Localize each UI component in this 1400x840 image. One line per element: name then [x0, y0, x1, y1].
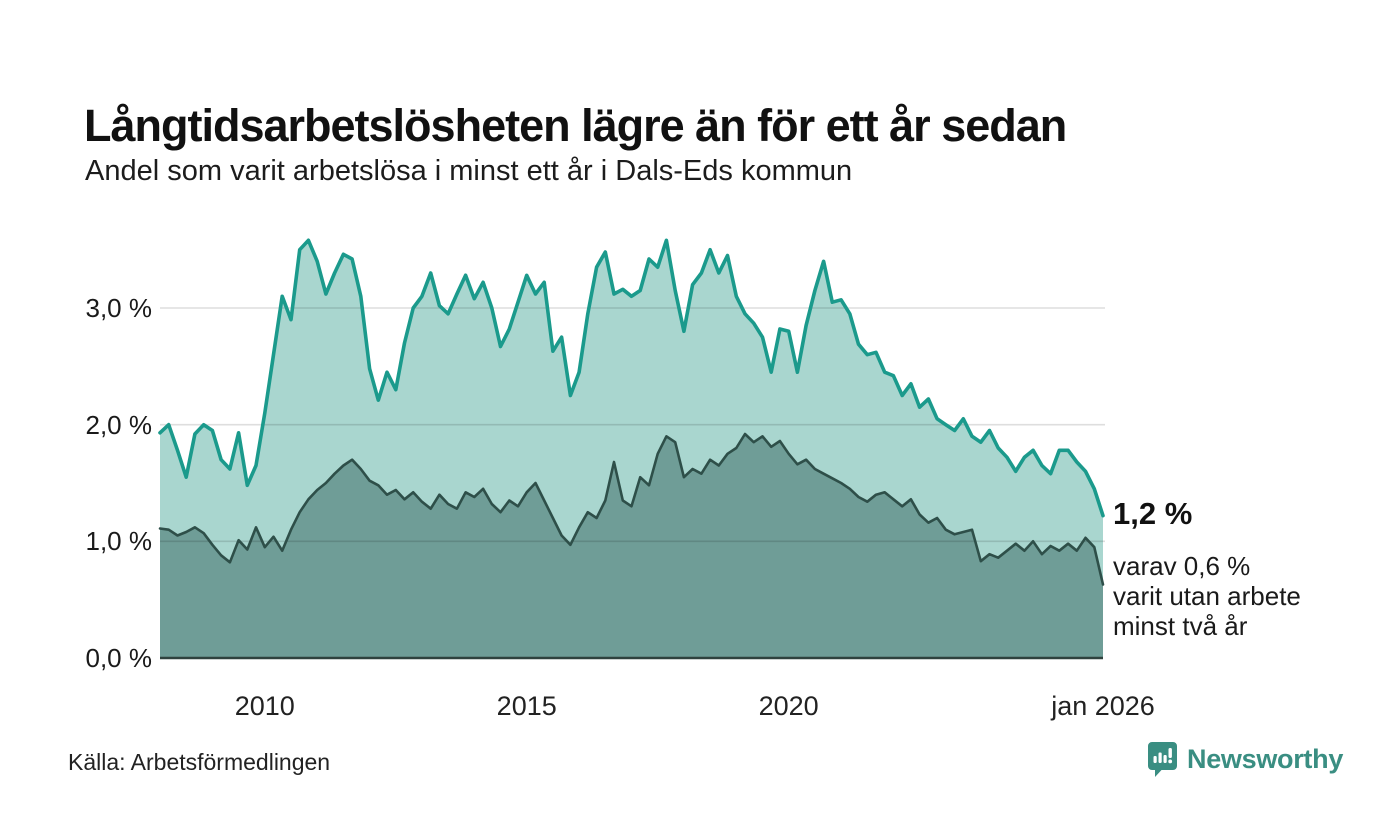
logo-bar-mid [1163, 755, 1167, 763]
newsworthy-brand: Newsworthy [1147, 741, 1343, 777]
chart-subtitle: Andel som varit arbetslösa i minst ett å… [85, 155, 853, 187]
logo-exclamation-dot [1168, 759, 1173, 764]
series-total-line [158, 238, 1105, 518]
y-tick-label: 2,0 % [85, 409, 153, 440]
x-tick-label: 2015 [496, 691, 557, 721]
logo-bar-short [1153, 756, 1157, 763]
page-title: Långtidsarbetslösheten lägre än för ett … [84, 100, 1067, 152]
newsworthy-logo-icon [1148, 742, 1177, 777]
x-tick-label: 2010 [234, 691, 295, 721]
y-tick-label: 1,0 % [85, 526, 153, 557]
logo-exclamation-bar [1168, 748, 1172, 758]
series-two-year-area [160, 434, 1103, 658]
end-value-detail: varav 0,6 % varit utan arbete minst två … [1113, 551, 1301, 641]
logo-bar-tall [1158, 752, 1162, 763]
series-two-year-line [158, 432, 1105, 586]
x-tick-label: jan 2026 [1051, 691, 1155, 721]
x-tick-label: 2020 [758, 691, 819, 721]
source-caption: Källa: Arbetsförmedlingen [68, 749, 331, 775]
y-tick-label: 0,0 % [85, 643, 153, 673]
y-tick-label: 3,0 % [85, 292, 153, 323]
newsworthy-wordmark: Newsworthy [1187, 743, 1344, 774]
end-value-label: 1,2 % [1113, 496, 1193, 531]
